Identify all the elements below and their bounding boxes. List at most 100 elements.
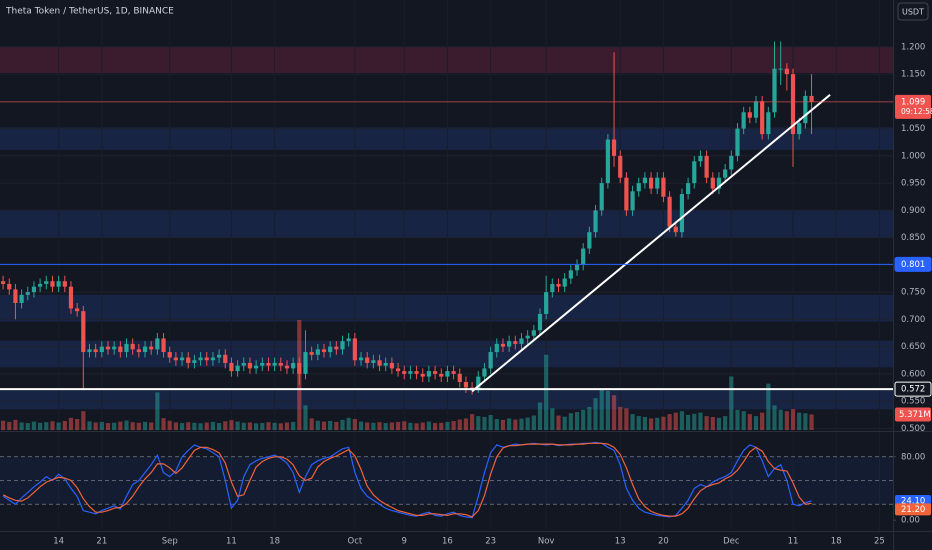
volume-bar <box>75 419 80 430</box>
candle-body <box>809 95 814 102</box>
zone <box>0 209 893 238</box>
candle-body <box>747 112 752 118</box>
volume-bar <box>581 409 586 430</box>
volume-bar <box>667 414 672 430</box>
x-tick-label: Oct <box>348 537 363 547</box>
candle-body <box>315 349 320 355</box>
volume-bar <box>124 420 129 430</box>
volume-bar <box>556 415 561 430</box>
candle-body <box>778 68 783 70</box>
volume-bar <box>636 416 641 430</box>
candle-body <box>642 177 648 184</box>
candle-body <box>519 338 524 344</box>
candle-body <box>235 365 240 372</box>
candle-body <box>31 286 37 293</box>
zone <box>0 340 893 368</box>
candle-body <box>62 281 67 287</box>
volume-bar <box>655 417 660 430</box>
candle-body <box>482 368 487 377</box>
candle-body <box>130 343 135 350</box>
volume-bar <box>266 422 271 430</box>
candle-body <box>494 343 499 353</box>
volume-bar <box>710 416 715 430</box>
volume-bar <box>451 421 456 430</box>
candle-body <box>260 362 265 366</box>
candle-body <box>476 376 481 391</box>
candle-body <box>692 161 697 184</box>
volume-bar <box>315 420 320 430</box>
volume-bar <box>661 416 666 430</box>
volume-bar <box>340 419 345 430</box>
candle-body <box>75 308 80 312</box>
volume-bar <box>488 414 493 430</box>
candle-body <box>192 360 197 363</box>
volume-tag-label: 5.371M <box>899 410 931 420</box>
volume-bar <box>389 422 394 430</box>
candle-body <box>710 177 715 189</box>
volume-bar <box>186 422 191 430</box>
candle-body <box>420 373 425 377</box>
volume-bar <box>568 413 573 430</box>
candle-body <box>587 232 592 249</box>
volume-bar <box>358 421 364 430</box>
candle-body <box>507 341 512 347</box>
candle-body <box>155 338 160 350</box>
candle-body <box>328 346 333 353</box>
currency-label[interactable]: USDT <box>902 8 924 17</box>
volume-bar <box>574 412 580 430</box>
candle-body <box>667 196 672 227</box>
candle-body <box>463 382 469 388</box>
currency-button[interactable] <box>897 2 929 21</box>
volume-bar <box>482 416 487 430</box>
y-tick-label: 1.050 <box>901 124 925 134</box>
volume-bar <box>537 402 543 430</box>
y-tick-label: 0.750 <box>901 288 925 298</box>
volume-bar <box>599 389 604 430</box>
volume-bar <box>463 418 469 430</box>
price-tag-label: 0.801 <box>901 260 925 270</box>
volume-bar <box>247 422 253 430</box>
candle-body <box>371 360 376 363</box>
candle-body <box>686 183 691 195</box>
candle-body <box>723 169 728 178</box>
stoch-tick-label: 80.00 <box>901 452 925 462</box>
volume-bar <box>395 421 401 430</box>
y-tick-label: 1.200 <box>901 42 925 52</box>
volume-bar <box>31 421 37 430</box>
candle-body <box>790 74 796 135</box>
volume-bar <box>173 422 178 430</box>
candle-body <box>204 357 209 361</box>
volume-bar <box>167 420 172 430</box>
volume-bar <box>260 423 265 430</box>
candle-body <box>136 349 141 353</box>
volume-bar <box>99 421 104 430</box>
last-price-label: 1.099 <box>901 97 925 107</box>
volume-bar <box>519 418 524 430</box>
volume-bar <box>118 421 123 430</box>
volume-bar <box>698 412 703 430</box>
candle-body <box>760 101 765 135</box>
y-tick-label: 0.600 <box>901 369 925 379</box>
volume-bar <box>81 411 86 430</box>
candle-body <box>334 346 339 350</box>
candle-body <box>735 128 740 156</box>
candle-body <box>173 357 178 361</box>
volume-bar <box>229 420 234 430</box>
volume-bar <box>642 416 648 430</box>
candle-body <box>254 365 259 369</box>
candle-body <box>772 68 777 113</box>
candle-body <box>395 368 401 372</box>
candle-body <box>704 155 709 178</box>
volume-bar <box>130 422 135 430</box>
candle-body <box>81 311 86 353</box>
candle-body <box>408 371 413 374</box>
candle-body <box>525 335 530 339</box>
candle-body <box>50 281 55 287</box>
volume-bar <box>161 418 166 430</box>
volume-bar <box>611 395 617 430</box>
x-tick-label: Sep <box>162 537 178 547</box>
candle-body <box>766 112 771 135</box>
volume-bar <box>562 416 567 430</box>
